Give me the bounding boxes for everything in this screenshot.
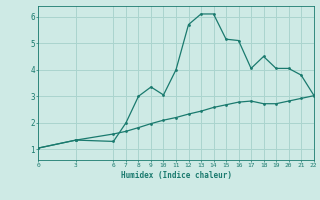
X-axis label: Humidex (Indice chaleur): Humidex (Indice chaleur) [121,171,231,180]
